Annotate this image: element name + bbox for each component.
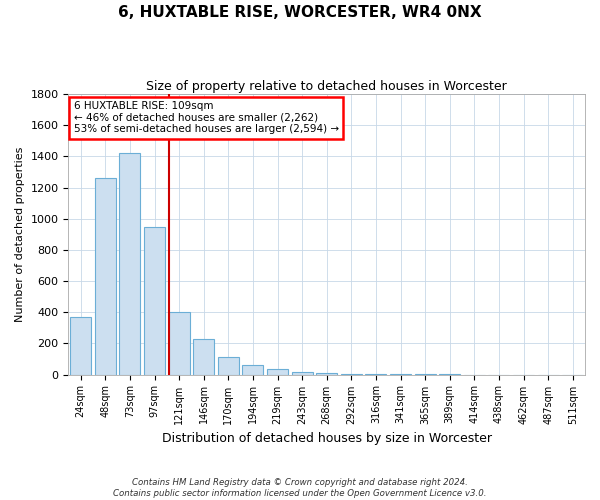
- X-axis label: Distribution of detached houses by size in Worcester: Distribution of detached houses by size …: [162, 432, 492, 445]
- Bar: [193, 338, 214, 374]
- Bar: [169, 312, 190, 374]
- Bar: [267, 369, 288, 374]
- Bar: [242, 365, 263, 374]
- Bar: [292, 372, 313, 374]
- Bar: [144, 226, 165, 374]
- Title: Size of property relative to detached houses in Worcester: Size of property relative to detached ho…: [146, 80, 507, 93]
- Text: Contains HM Land Registry data © Crown copyright and database right 2024.
Contai: Contains HM Land Registry data © Crown c…: [113, 478, 487, 498]
- Bar: [218, 358, 239, 374]
- Bar: [95, 178, 116, 374]
- Y-axis label: Number of detached properties: Number of detached properties: [15, 146, 25, 322]
- Text: 6 HUXTABLE RISE: 109sqm
← 46% of detached houses are smaller (2,262)
53% of semi: 6 HUXTABLE RISE: 109sqm ← 46% of detache…: [74, 101, 338, 134]
- Bar: [119, 154, 140, 374]
- Bar: [70, 317, 91, 374]
- Text: 6, HUXTABLE RISE, WORCESTER, WR4 0NX: 6, HUXTABLE RISE, WORCESTER, WR4 0NX: [118, 5, 482, 20]
